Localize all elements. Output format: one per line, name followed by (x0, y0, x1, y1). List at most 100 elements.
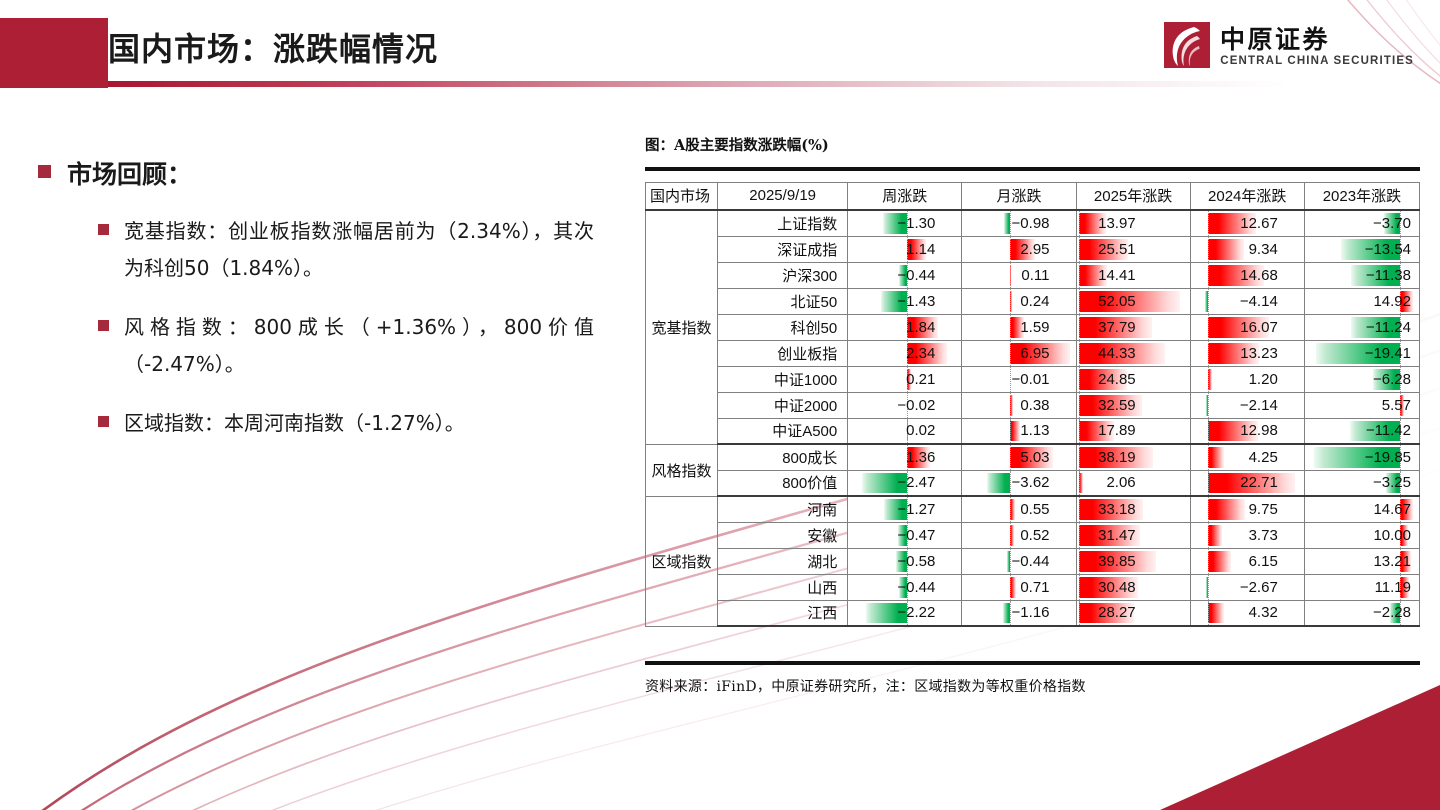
row-group-label: 风格指数 (644, 443, 719, 497)
table-row: 800价值 −2.47 −3.62 2.06 22.71 −3.25 (646, 469, 1421, 497)
cell-y2023: −3.25 (1303, 469, 1421, 497)
cell-value: 1.13 (1020, 422, 1050, 440)
table-row: 中证2000 −0.02 0.38 32.59 −2.14 5.57 (646, 391, 1421, 419)
cell-value: 0.11 (1021, 266, 1050, 284)
cell-value: −0.47 (897, 526, 936, 544)
data-bar (1383, 213, 1400, 234)
cell-y2025: 24.85 (1075, 365, 1191, 393)
data-bar (1207, 213, 1257, 234)
table-row: 中证A500 0.02 1.13 17.89 12.98 −11.42 (646, 417, 1421, 445)
table-body: 宽基指数 上证指数 −1.30 −0.98 13.97 12.67 −3.70 深证成指 1.1… (644, 209, 1421, 627)
cell-value: 0.55 (1020, 500, 1050, 518)
data-bar (1009, 238, 1036, 260)
cell-y2025: 2.06 (1075, 469, 1191, 497)
cell-y2023: −19.85 (1303, 443, 1421, 471)
cell-month: 0.38 (961, 391, 1077, 419)
cell-value: 4.25 (1248, 448, 1278, 466)
row-index-name: 上证指数 (717, 209, 849, 237)
cell-week: 0.02 (847, 417, 963, 445)
cell-y2025: 32.59 (1075, 391, 1191, 419)
table-row: 湖北 −0.58 −0.44 39.85 6.15 13.21 (646, 547, 1421, 575)
cell-y2023: −6.28 (1303, 365, 1421, 393)
cell-value: 6.15 (1248, 552, 1278, 570)
cell-value: 0.21 (906, 370, 936, 388)
cell-week: −2.22 (847, 599, 963, 627)
cell-week: 1.14 (847, 235, 963, 263)
cell-value: 4.32 (1248, 604, 1278, 622)
row-index-name: 安徽 (717, 521, 849, 549)
cell-value: 3.73 (1248, 526, 1278, 544)
table-row: 北证50 −1.43 0.24 52.05 −4.14 14.92 (646, 287, 1421, 315)
market-review-heading: 市场回顾： (38, 155, 618, 191)
data-bar (1078, 238, 1129, 260)
bullet-square-icon (98, 320, 109, 331)
cell-value: 2.34 (906, 344, 936, 362)
bar-axis-line (907, 237, 909, 261)
cell-y2024: −2.14 (1189, 391, 1305, 419)
cell-month: 0.71 (961, 573, 1077, 601)
cell-month: −1.16 (961, 599, 1077, 627)
company-logo: 中原证券 CENTRAL CHINA SECURITIES (1164, 22, 1414, 68)
list-item: 风格指数：800成长（+1.36%），800价值（-2.47%）。 (98, 309, 618, 383)
table-row: 宽基指数 上证指数 −1.30 −0.98 13.97 12.67 −3.70 (644, 209, 1421, 445)
cell-y2023: −11.38 (1303, 261, 1421, 289)
cell-month: −0.98 (961, 209, 1077, 237)
cell-value: 1.20 (1248, 370, 1278, 388)
table-row: 江西 −2.22 −1.16 28.27 4.32 −2.28 (646, 599, 1421, 627)
row-index-name: 创业板指 (717, 339, 849, 367)
row-group-label: 区域指数 (644, 495, 719, 627)
bar-axis-line (1207, 289, 1209, 313)
cell-value: 11.19 (1374, 578, 1411, 596)
table-header-row: 国内市场 2025/9/19 周涨跌 月涨跌 2025年涨跌 2024年涨跌 2… (644, 181, 1421, 211)
row-index-name: 山西 (717, 573, 849, 601)
cell-week: −0.58 (847, 547, 963, 575)
cell-value: 14.41 (1098, 266, 1136, 284)
col-header-y2023: 2023年涨跌 (1303, 181, 1421, 211)
cell-value: −19.85 (1364, 448, 1411, 466)
cell-y2025: 30.48 (1075, 573, 1191, 601)
col-header-market: 国内市场 (644, 181, 719, 211)
bar-axis-line (1078, 211, 1080, 235)
cell-month: −3.62 (961, 469, 1077, 497)
row-index-name: 沪深300 (717, 261, 849, 289)
cell-y2025: 39.85 (1075, 547, 1191, 575)
cell-week: −2.47 (847, 469, 963, 497)
cell-y2025: 31.47 (1075, 521, 1191, 549)
row-index-name: 河南 (717, 495, 849, 523)
figure-bottom-rule (645, 661, 1420, 665)
data-bar (1207, 264, 1265, 286)
cell-y2024: 14.68 (1189, 261, 1305, 289)
cell-value: −11.38 (1365, 266, 1411, 284)
cell-y2024: 16.07 (1189, 313, 1305, 341)
cell-value: −1.27 (897, 500, 936, 518)
cell-value: 13.97 (1098, 214, 1136, 232)
cell-value: 12.67 (1240, 214, 1278, 232)
bullet-square-icon (98, 416, 109, 427)
cell-week: 1.84 (847, 313, 963, 341)
cell-y2024: 4.25 (1189, 443, 1305, 471)
cell-month: 0.24 (961, 287, 1077, 315)
data-bar (1078, 290, 1180, 312)
bar-axis-line (1009, 263, 1011, 287)
cell-value: 1.14 (906, 240, 936, 258)
cell-value: 44.33 (1098, 344, 1136, 362)
bar-axis-line (1009, 211, 1011, 235)
cell-y2024: 3.73 (1189, 521, 1305, 549)
cell-value: 0.02 (906, 422, 936, 440)
cell-value: 14.68 (1240, 266, 1278, 284)
row-index-name: 中证2000 (717, 391, 849, 419)
cell-value: −1.30 (897, 214, 936, 232)
cell-value: 16.07 (1240, 318, 1278, 336)
col-header-y2024: 2024年涨跌 (1189, 181, 1305, 211)
col-header-date: 2025/9/19 (717, 181, 849, 211)
cell-value: 13.21 (1373, 552, 1411, 570)
table-row: 风格指数 800成长 1.36 5.03 38.19 4.25 −19.85 (644, 443, 1421, 497)
bar-axis-line (1009, 237, 1011, 261)
figure-title: 图：A股主要指数涨跌幅(%) (645, 137, 829, 154)
col-header-y2025: 2025年涨跌 (1075, 181, 1191, 211)
cell-week: −1.27 (847, 495, 963, 523)
cell-week: 1.36 (847, 443, 963, 471)
cell-month: 0.55 (961, 495, 1077, 523)
table-row: 创业板指 2.34 6.95 44.33 13.23 −19.41 (646, 339, 1421, 367)
cell-value: −0.44 (897, 266, 936, 284)
